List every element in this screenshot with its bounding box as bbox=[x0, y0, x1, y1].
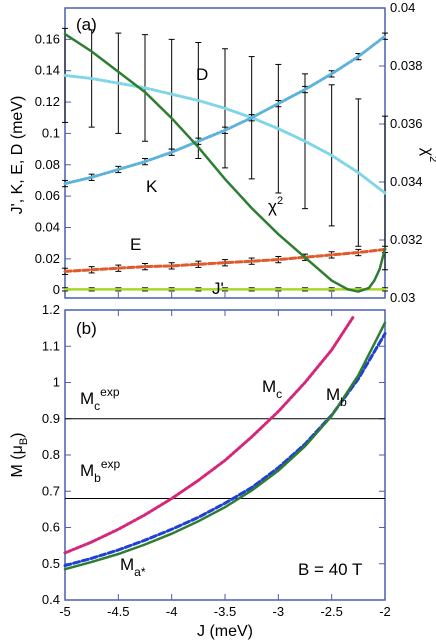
label-mb-exp-sub: b bbox=[94, 471, 101, 485]
panel-b-tick-labels: 0.4 0.5 0.6 0.7 0.8 0.9 1 1.1 1.2 -5 -4.5 -4 -3.5 -3 -… bbox=[42, 302, 391, 619]
panel-a-y2label: χ2 bbox=[419, 148, 436, 163]
series-line-K bbox=[63, 34, 387, 186]
a-y2tick-label: 0.032 bbox=[390, 232, 423, 247]
a-ytick-label: 0.16 bbox=[35, 31, 60, 46]
a-ytick-label: 0.08 bbox=[35, 157, 60, 172]
a-ytick-label: 0.1 bbox=[42, 125, 60, 140]
label-mc-sub: c bbox=[276, 387, 282, 401]
label-jprime: J' bbox=[212, 279, 224, 298]
panel-a-tick-labels: 0 0.02 0.04 0.06 0.08 0.1 0.12 0.14 0.16 0.03 0.03… bbox=[35, 0, 423, 305]
b-ytick-label: 1 bbox=[53, 375, 60, 390]
panel-b-label: (b) bbox=[76, 319, 97, 338]
panel-a-label: (a) bbox=[76, 15, 97, 34]
b-ytick-label: 0.5 bbox=[42, 556, 60, 571]
label-chi2: χ2 bbox=[268, 195, 283, 216]
label-ma-main: M bbox=[120, 555, 134, 574]
a-ytick-label: 0.02 bbox=[35, 251, 60, 266]
label-mb-sub: b bbox=[340, 395, 347, 409]
label-e: E bbox=[130, 235, 141, 254]
b-ytick-label: 0.7 bbox=[42, 483, 60, 498]
a-y2tick-label: 0.03 bbox=[390, 290, 415, 305]
label-ma: Ma* bbox=[120, 555, 146, 579]
panel-a-ticks bbox=[64, 7, 386, 299]
label-chi2-sup: 2 bbox=[277, 195, 283, 207]
b-xtick-label: -4.5 bbox=[107, 604, 129, 619]
series-line-Ma bbox=[63, 321, 387, 571]
b-xtick-label: -3 bbox=[273, 604, 285, 619]
panel-b-reference-lines bbox=[65, 418, 385, 499]
panel-a-y2label-main: χ bbox=[419, 148, 436, 157]
panel-b-ylabel: M (μB) bbox=[9, 433, 30, 478]
b-ytick-label: 0.6 bbox=[42, 520, 60, 535]
label-mc-exp: Mcexp bbox=[80, 385, 120, 413]
b-xtick-label: -5 bbox=[59, 604, 71, 619]
label-mc-exp-main: M bbox=[80, 389, 94, 408]
a-ytick-label: 0.06 bbox=[35, 188, 60, 203]
label-mc-exp-sup: exp bbox=[100, 385, 120, 399]
series-line-Mc bbox=[63, 315, 355, 555]
panel-b-ylabel-main: M (μ bbox=[9, 445, 26, 477]
label-mb-exp-main: M bbox=[80, 461, 94, 480]
panel-b-ylabel-sub: B bbox=[18, 438, 30, 445]
label-ma-sub: a* bbox=[134, 565, 146, 579]
b-ytick-label: 1.2 bbox=[42, 302, 60, 317]
label-mb: Mb bbox=[326, 385, 347, 409]
label-mc-exp-sub: c bbox=[94, 399, 100, 413]
panel-a: 0 0.02 0.04 0.06 0.08 0.1 0.12 0.14 0.16 0.03 0.03… bbox=[9, 0, 436, 305]
b-ytick-label: 0.4 bbox=[42, 592, 60, 607]
a-ytick-label: 0.14 bbox=[35, 63, 60, 78]
panel-b-lines bbox=[63, 315, 387, 571]
a-ytick-label: 0 bbox=[53, 282, 60, 297]
a-y2tick-label: 0.04 bbox=[390, 0, 415, 15]
b-xtick-label: -4 bbox=[166, 604, 178, 619]
a-ytick-label: 0.12 bbox=[35, 94, 60, 109]
series-line-D bbox=[63, 73, 387, 195]
panel-a-y2label-sup: 2 bbox=[427, 156, 436, 162]
series-line- bbox=[63, 32, 387, 293]
series-line-E bbox=[63, 247, 387, 273]
label-k: K bbox=[146, 177, 158, 196]
b-xtick-label: -2.5 bbox=[320, 604, 342, 619]
panel-a-ylabel: J', K, E, D (meV) bbox=[9, 96, 26, 215]
b-ytick-label: 1.1 bbox=[42, 338, 60, 353]
label-chi2-main: χ bbox=[268, 197, 277, 216]
panel-b-ylabel-end: ) bbox=[9, 433, 26, 438]
label-mb-exp: Mbexp bbox=[80, 457, 121, 485]
label-mb-main: M bbox=[326, 385, 340, 404]
label-field: B = 40 T bbox=[298, 560, 362, 579]
label-mc-main: M bbox=[262, 377, 276, 396]
panel-a-lines bbox=[63, 32, 387, 293]
b-xtick-label: -2 bbox=[379, 604, 391, 619]
b-ytick-label: 0.8 bbox=[42, 447, 60, 462]
label-mb-exp-sup: exp bbox=[101, 457, 121, 471]
a-y2tick-label: 0.038 bbox=[390, 58, 423, 73]
panel-b-xlabel: J (meV) bbox=[197, 623, 253, 640]
label-mc: Mc bbox=[262, 377, 282, 401]
b-ytick-label: 0.9 bbox=[42, 411, 60, 426]
panel-b: 0.4 0.5 0.6 0.7 0.8 0.9 1 1.1 1.2 -5 -4.5 -4 -3.5 -3 -… bbox=[9, 302, 391, 640]
a-ytick-label: 0.04 bbox=[35, 219, 60, 234]
a-y2tick-label: 0.034 bbox=[390, 174, 423, 189]
a-y2tick-label: 0.036 bbox=[390, 116, 423, 131]
label-d: D bbox=[196, 65, 208, 84]
b-xtick-label: -3.5 bbox=[214, 604, 236, 619]
